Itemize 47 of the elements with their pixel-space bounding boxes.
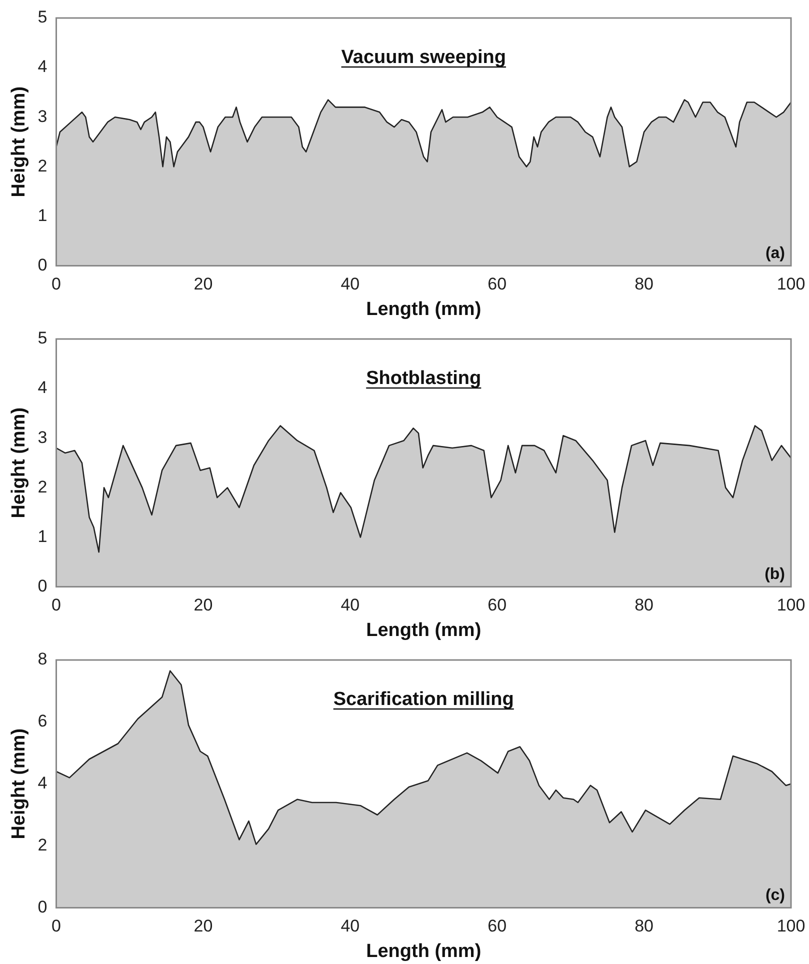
x-axis-title: Length (mm) — [366, 940, 482, 962]
x-tick-label: 80 — [634, 596, 654, 615]
x-tick-label: 60 — [488, 596, 507, 615]
x-tick-label: 20 — [194, 916, 213, 936]
annotation: (c) — [765, 887, 785, 904]
y-tick-label: 0 — [38, 576, 48, 596]
x-tick-label: 40 — [340, 596, 360, 615]
y-tick-label: 2 — [38, 477, 48, 496]
y-tick-label: 3 — [38, 106, 48, 126]
x-tick-label: 20 — [194, 596, 213, 615]
x-tick-label: 60 — [488, 274, 507, 294]
y-tick-label: 2 — [38, 156, 48, 176]
text: Vacuum sweeping — [341, 47, 506, 68]
y-tick-label: 4 — [38, 57, 48, 76]
x-axis-title: Length (mm) — [366, 298, 482, 320]
x-tick-label: 60 — [488, 916, 507, 936]
y-tick-label: 3 — [38, 428, 48, 447]
y-tick-label: 5 — [38, 328, 48, 348]
x-axis-title: Length (mm) — [366, 620, 482, 641]
x-tick-label: 0 — [52, 274, 61, 294]
x-tick-label: 0 — [52, 916, 61, 936]
annotation: (b) — [764, 566, 785, 584]
y-tick-label: 2 — [38, 836, 48, 855]
x-tick-label: 100 — [776, 916, 806, 936]
y-tick-label: 0 — [38, 255, 48, 274]
y-tick-label: 8 — [38, 650, 48, 669]
text: Shotblasting — [366, 368, 482, 389]
y-tick-label: 4 — [38, 774, 48, 793]
y-tick-label: 6 — [38, 712, 48, 731]
y-tick-label: 1 — [38, 526, 48, 546]
x-tick-label: 0 — [52, 596, 61, 615]
y-tick-label: 0 — [38, 897, 48, 916]
y-axis-title: Height (mm) — [8, 407, 30, 518]
y-tick-label: 5 — [38, 8, 48, 27]
y-tick-label: 4 — [38, 378, 48, 398]
x-tick-label: 20 — [194, 274, 213, 294]
x-tick-label: 40 — [340, 274, 360, 294]
text: Scarification milling — [333, 689, 514, 710]
x-tick-label: 40 — [340, 916, 360, 936]
y-tick-label: 1 — [38, 206, 48, 225]
annotation: (a) — [765, 245, 785, 262]
x-tick-label: 100 — [776, 274, 806, 294]
y-axis-title: Height (mm) — [8, 86, 30, 198]
x-tick-label: 80 — [634, 916, 654, 936]
y-axis-title: Height (mm) — [8, 728, 30, 840]
x-tick-label: 100 — [776, 596, 806, 615]
x-tick-label: 80 — [634, 274, 654, 294]
